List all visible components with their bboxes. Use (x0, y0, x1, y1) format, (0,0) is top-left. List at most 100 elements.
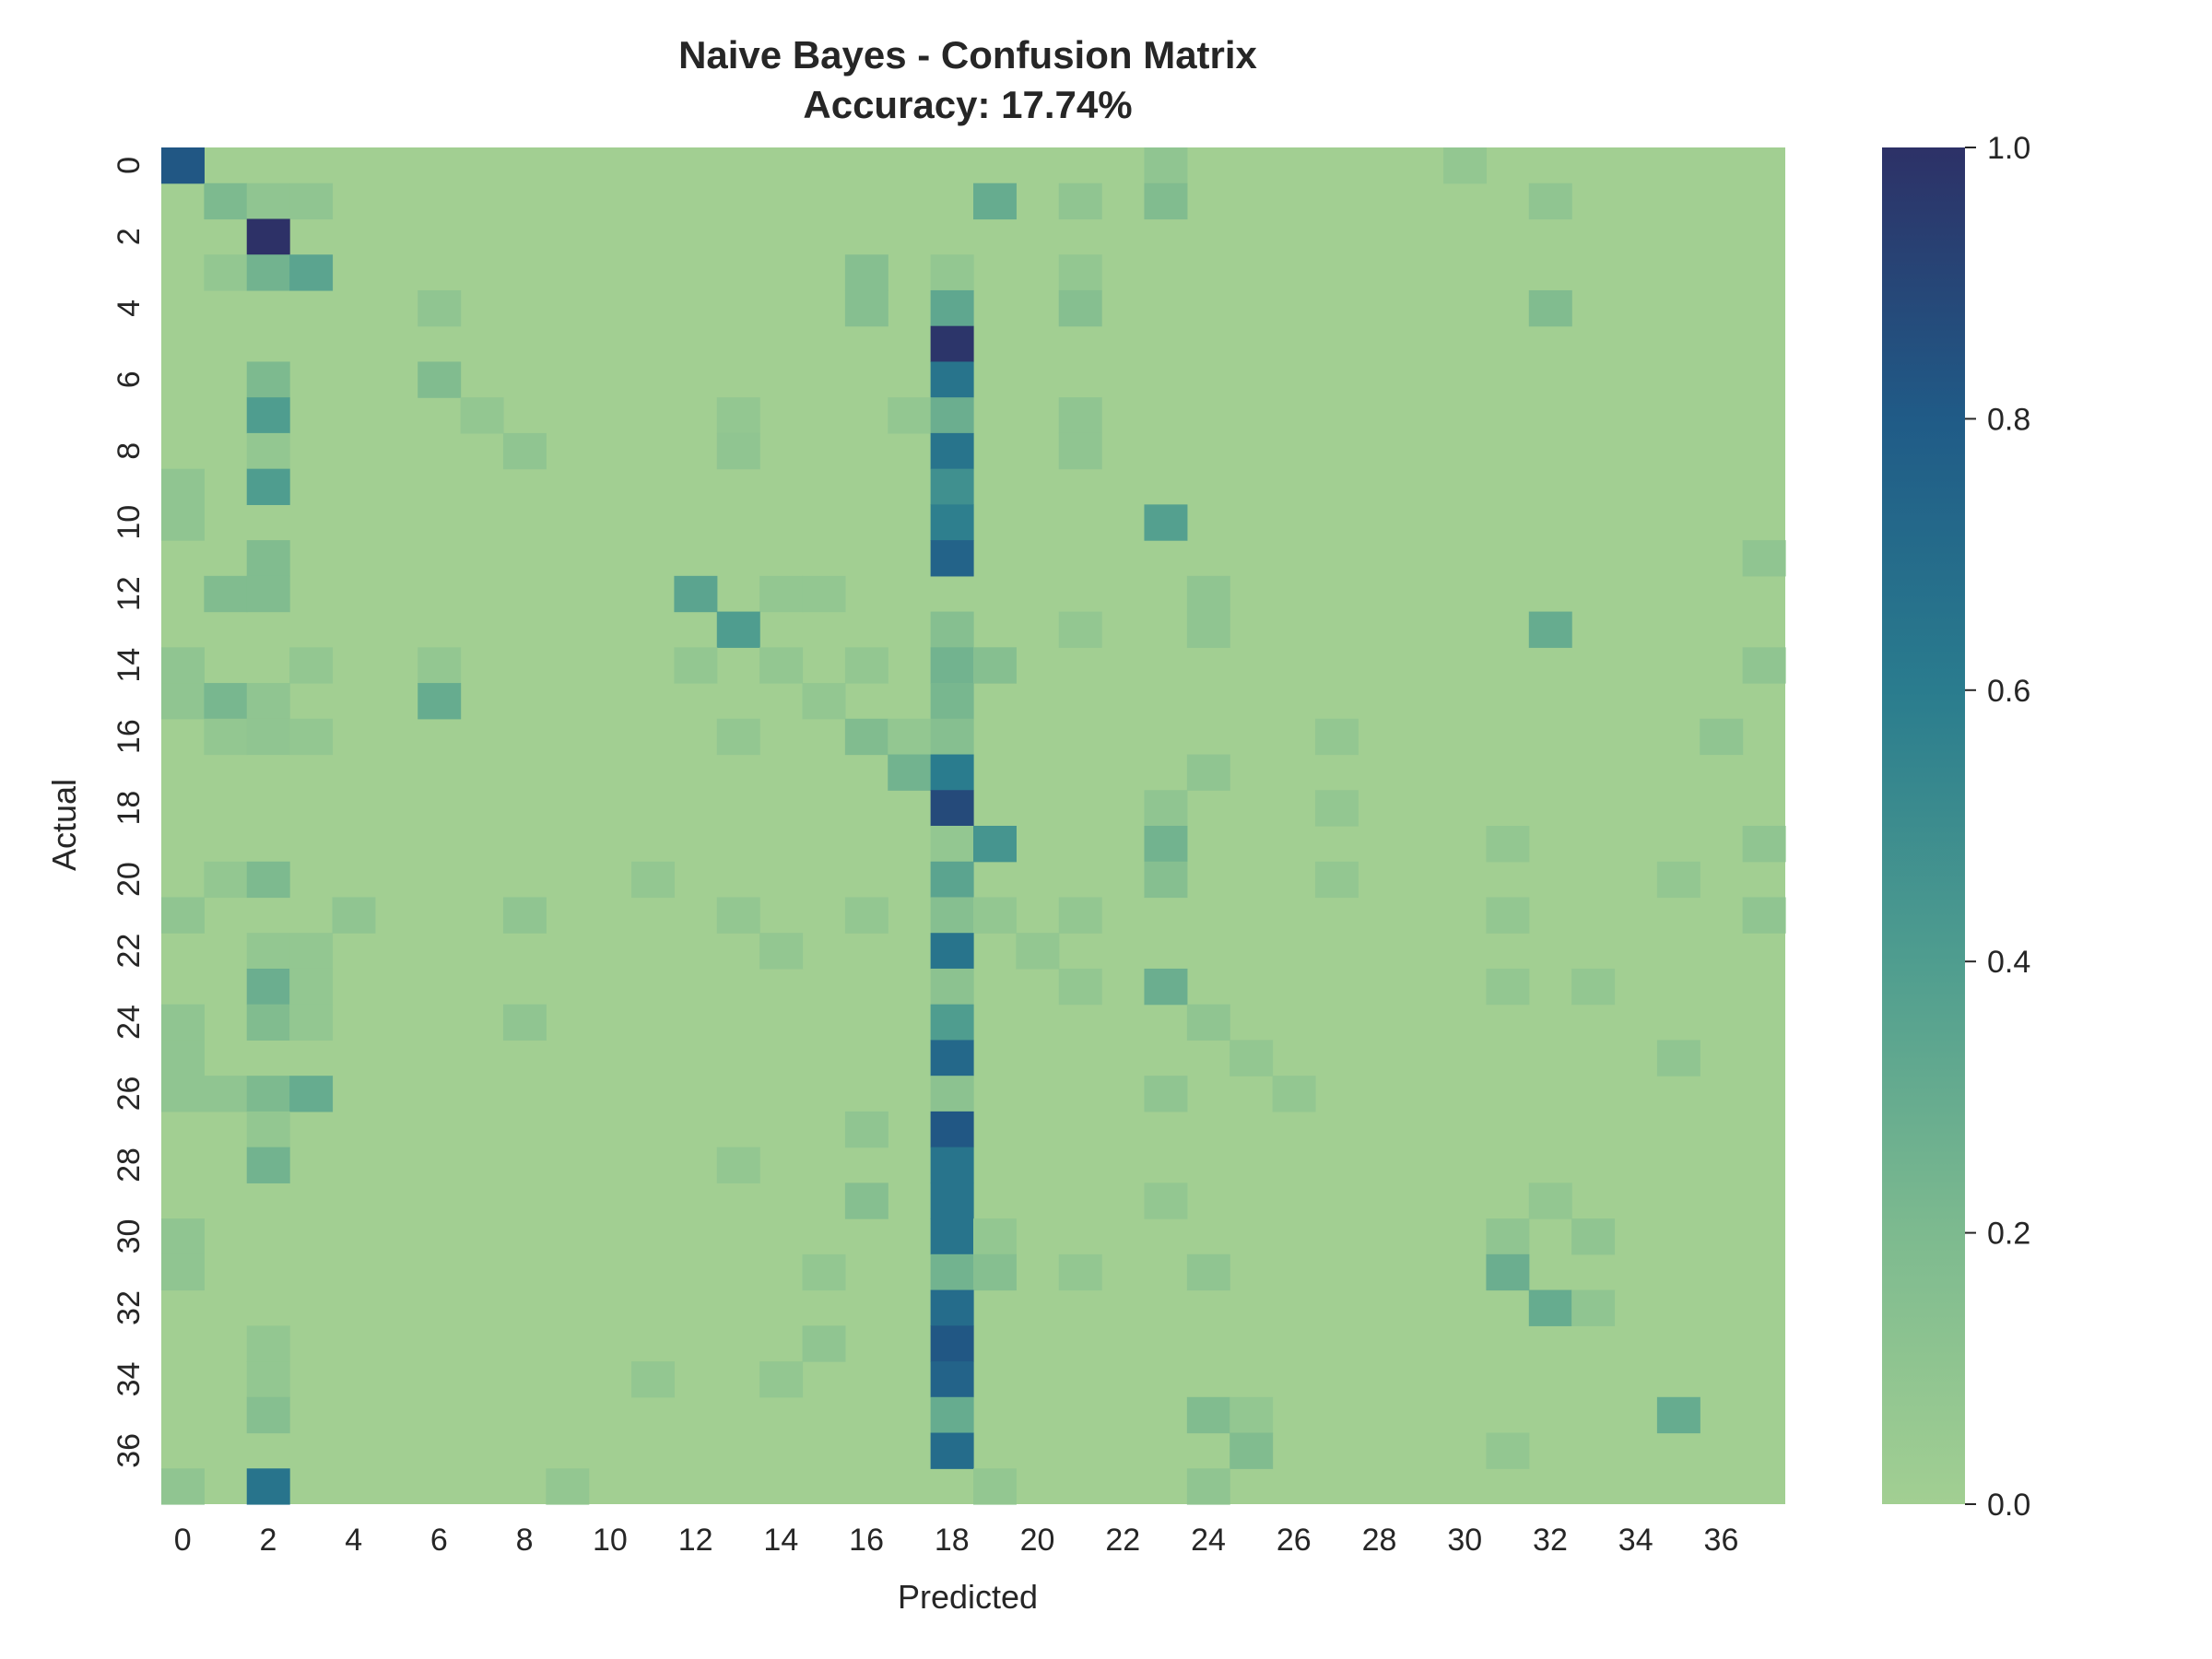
y-tick-label: 36 (112, 1433, 147, 1468)
heatmap-cell (418, 361, 462, 398)
heatmap-cell (930, 1396, 974, 1434)
heatmap-cell (716, 611, 760, 648)
heatmap-cell (246, 1325, 290, 1362)
heatmap-cell (930, 861, 974, 899)
heatmap-cell (1314, 790, 1359, 827)
heatmap-cell (289, 254, 334, 291)
x-tick-label: 18 (935, 1523, 970, 1558)
heatmap-cell (930, 683, 974, 720)
heatmap-cell (930, 826, 974, 863)
heatmap-cell (759, 575, 804, 613)
y-tick-label: 16 (112, 719, 147, 754)
y-tick-label: 4 (112, 300, 147, 317)
x-tick-label: 28 (1362, 1523, 1397, 1558)
heatmap-cell (502, 432, 547, 470)
heatmap-cell (246, 397, 290, 434)
heatmap-cell (930, 1147, 974, 1183)
heatmap-cell (204, 254, 248, 291)
heatmap-cell (973, 826, 1017, 863)
heatmap-cell (1742, 897, 1786, 934)
x-tick-label: 32 (1533, 1523, 1568, 1558)
x-tick-label: 22 (1105, 1523, 1140, 1558)
chart-subtitle: Accuracy: 17.74% (803, 83, 1132, 126)
heatmap-cell (930, 1289, 974, 1326)
y-tick-label: 26 (112, 1077, 147, 1112)
colorbar-tick-label: 0.4 (1987, 945, 2030, 980)
heatmap-cell (204, 1076, 248, 1112)
heatmap-cell (844, 1182, 888, 1219)
heatmap-cell (1314, 861, 1359, 899)
heatmap-cell (716, 718, 760, 756)
heatmap-cell (1486, 897, 1530, 934)
heatmap-cell (930, 1432, 974, 1469)
heatmap-cell (1058, 289, 1102, 327)
heatmap-cell (930, 1040, 974, 1077)
heatmap-cell (1186, 1253, 1230, 1291)
heatmap-cell (930, 361, 974, 398)
heatmap-cell (844, 647, 888, 684)
x-tick-label: 26 (1277, 1523, 1312, 1558)
heatmap-cell (1486, 1432, 1530, 1469)
x-tick-label: 14 (763, 1523, 798, 1558)
heatmap-cell (246, 968, 290, 1006)
heatmap-cell (930, 968, 974, 1006)
y-tick-label: 22 (112, 934, 147, 969)
heatmap-cell (1186, 1396, 1230, 1434)
heatmap-cell (246, 575, 290, 613)
heatmap-cell (1700, 718, 1744, 756)
heatmap-cell (161, 504, 205, 541)
y-axis-label: Actual (45, 779, 83, 871)
heatmap-cell (204, 861, 248, 899)
heatmap-cell (1144, 147, 1188, 184)
heatmap-cell (502, 897, 547, 934)
heatmap-cell (930, 1218, 974, 1255)
y-tick-label: 18 (112, 791, 147, 826)
heatmap-cell (888, 754, 932, 791)
y-tick-label: 34 (112, 1362, 147, 1397)
heatmap-cell (289, 647, 334, 684)
heatmap-cell (1144, 968, 1188, 1006)
heatmap-cell (546, 1468, 590, 1505)
heatmap-cell (1656, 1040, 1700, 1077)
heatmap-cell (246, 1468, 290, 1505)
heatmap-cell (759, 933, 804, 970)
heatmap-cell (1230, 1432, 1274, 1469)
heatmap-cell (246, 182, 290, 220)
heatmap-cell (716, 432, 760, 470)
heatmap-cell (973, 1253, 1017, 1291)
heatmap-cell (246, 1147, 290, 1183)
heatmap-cell (716, 1147, 760, 1183)
heatmap-cell (844, 289, 888, 327)
x-tick-label: 34 (1618, 1523, 1653, 1558)
heatmap-cell (246, 540, 290, 577)
heatmap-cell (674, 575, 718, 613)
heatmap-cell (802, 1325, 846, 1362)
heatmap-cell (1058, 397, 1102, 434)
x-tick-label: 8 (516, 1523, 534, 1558)
heatmap-cell (930, 1004, 974, 1041)
heatmap-cell (1742, 647, 1786, 684)
x-tick-label: 0 (174, 1523, 192, 1558)
heatmap-cell (1144, 182, 1188, 220)
heatmap-cell (161, 1218, 205, 1255)
heatmap-cell (888, 718, 932, 756)
x-tick-label: 16 (849, 1523, 884, 1558)
heatmap-cell (332, 897, 376, 934)
heatmap-cell (161, 1253, 205, 1291)
x-axis-label: Predicted (898, 1578, 1038, 1616)
heatmap-cell (1656, 861, 1700, 899)
x-tick-label: 20 (1020, 1523, 1055, 1558)
heatmap-cell (930, 1111, 974, 1148)
heatmap-cell (204, 182, 248, 220)
heatmap-cell (289, 1076, 334, 1112)
heatmap-cell (1486, 1218, 1530, 1255)
x-tick-label: 2 (259, 1523, 276, 1558)
heatmap-cell (973, 1218, 1017, 1255)
chart-title: Naive Bayes - Confusion Matrix (678, 33, 1257, 76)
heatmap-cell (1058, 897, 1102, 934)
heatmap-cell (161, 647, 205, 684)
heatmap-cell (1144, 1076, 1188, 1112)
heatmap-cell (1144, 826, 1188, 863)
heatmap-cell (161, 1468, 205, 1505)
x-tick-label: 4 (345, 1523, 362, 1558)
